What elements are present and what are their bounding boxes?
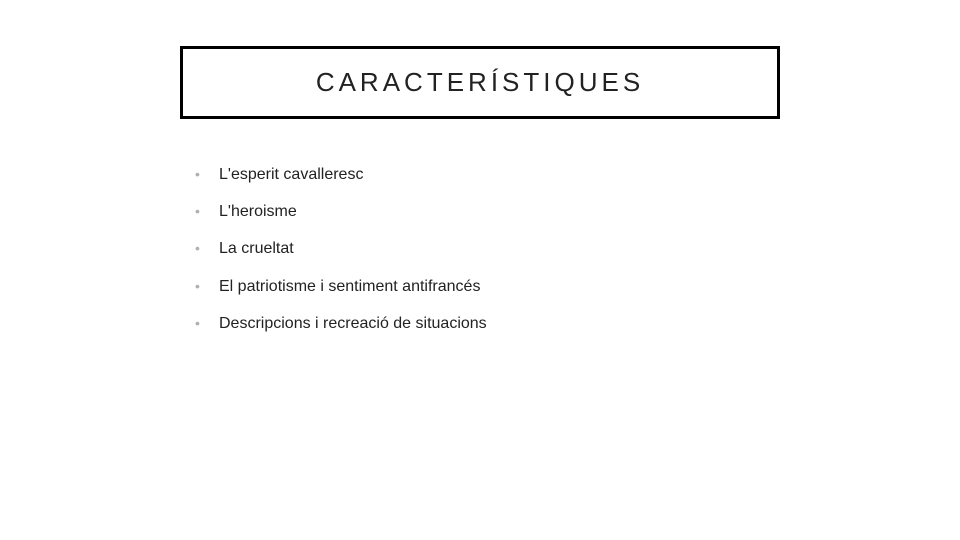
- bullet-icon: •: [195, 203, 219, 220]
- slide-title: CARACTERÍSTIQUES: [203, 67, 757, 98]
- list-item: • Descripcions i recreació de situacions: [195, 314, 795, 333]
- list-item: • El patriotisme i sentiment antifrancés: [195, 277, 795, 296]
- list-item-text: L'heroisme: [219, 202, 297, 221]
- bullet-icon: •: [195, 278, 219, 295]
- list-item-text: La crueltat: [219, 239, 294, 258]
- bullet-list: • L'esperit cavalleresc • L'heroisme • L…: [195, 165, 795, 351]
- title-box: CARACTERÍSTIQUES: [180, 46, 780, 119]
- list-item-text: Descripcions i recreació de situacions: [219, 314, 487, 333]
- bullet-icon: •: [195, 166, 219, 183]
- list-item-text: L'esperit cavalleresc: [219, 165, 363, 184]
- list-item: • L'esperit cavalleresc: [195, 165, 795, 184]
- list-item-text: El patriotisme i sentiment antifrancés: [219, 277, 480, 296]
- bullet-icon: •: [195, 315, 219, 332]
- bullet-icon: •: [195, 240, 219, 257]
- list-item: • La crueltat: [195, 239, 795, 258]
- slide: CARACTERÍSTIQUES • L'esperit cavalleresc…: [0, 0, 960, 540]
- list-item: • L'heroisme: [195, 202, 795, 221]
